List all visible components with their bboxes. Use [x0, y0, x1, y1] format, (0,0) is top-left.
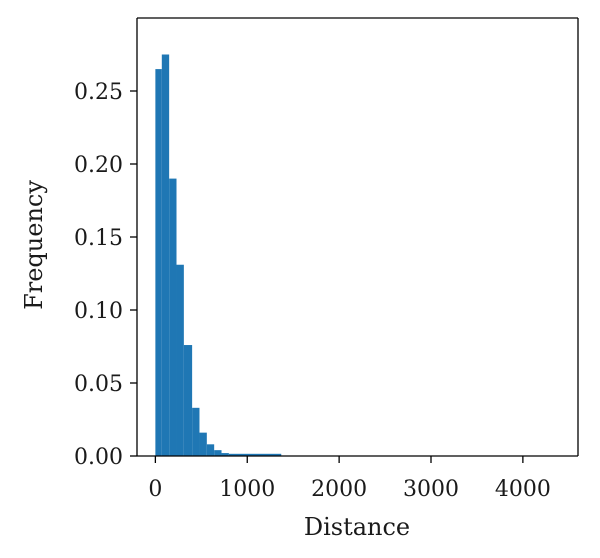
y-tick-label: 0.00: [74, 445, 123, 470]
x-tick-label: 2000: [311, 477, 367, 502]
histogram-bar-7: [206, 444, 215, 456]
y-tick-label: 0.20: [74, 153, 123, 178]
x-axis-label: Distance: [304, 513, 410, 541]
x-tick-label: 1000: [219, 477, 275, 502]
histogram-bar-0: [155, 69, 162, 456]
x-ticks-group: 0 1000 2000 3000 4000: [148, 456, 551, 502]
bars-group: [155, 54, 282, 456]
histogram-bar-6: [199, 432, 207, 456]
y-tick-label: 0.25: [74, 80, 123, 105]
x-tick-label: 3000: [403, 477, 459, 502]
histogram-bar-9: [221, 453, 229, 456]
histogram-bar-4: [183, 345, 193, 456]
y-tick-label: 0.05: [74, 372, 123, 397]
histogram-bar-2: [169, 178, 177, 456]
y-tick-label: 0.15: [74, 226, 123, 251]
y-axis-label: Frequency: [20, 180, 48, 310]
axes-group: [136, 17, 579, 457]
histogram-bar-5: [192, 407, 200, 456]
histogram-bar-3: [176, 264, 184, 456]
y-ticks-group: 0.00 0.05 0.10 0.15 0.20 0.25: [74, 80, 137, 470]
histogram-bar-8: [214, 450, 222, 456]
y-tick-label: 0.10: [74, 299, 123, 324]
x-tick-label: 4000: [495, 477, 551, 502]
histogram-bar-10: [228, 453, 282, 456]
histogram-bar-1: [161, 54, 170, 456]
x-tick-label: 0: [148, 477, 162, 502]
